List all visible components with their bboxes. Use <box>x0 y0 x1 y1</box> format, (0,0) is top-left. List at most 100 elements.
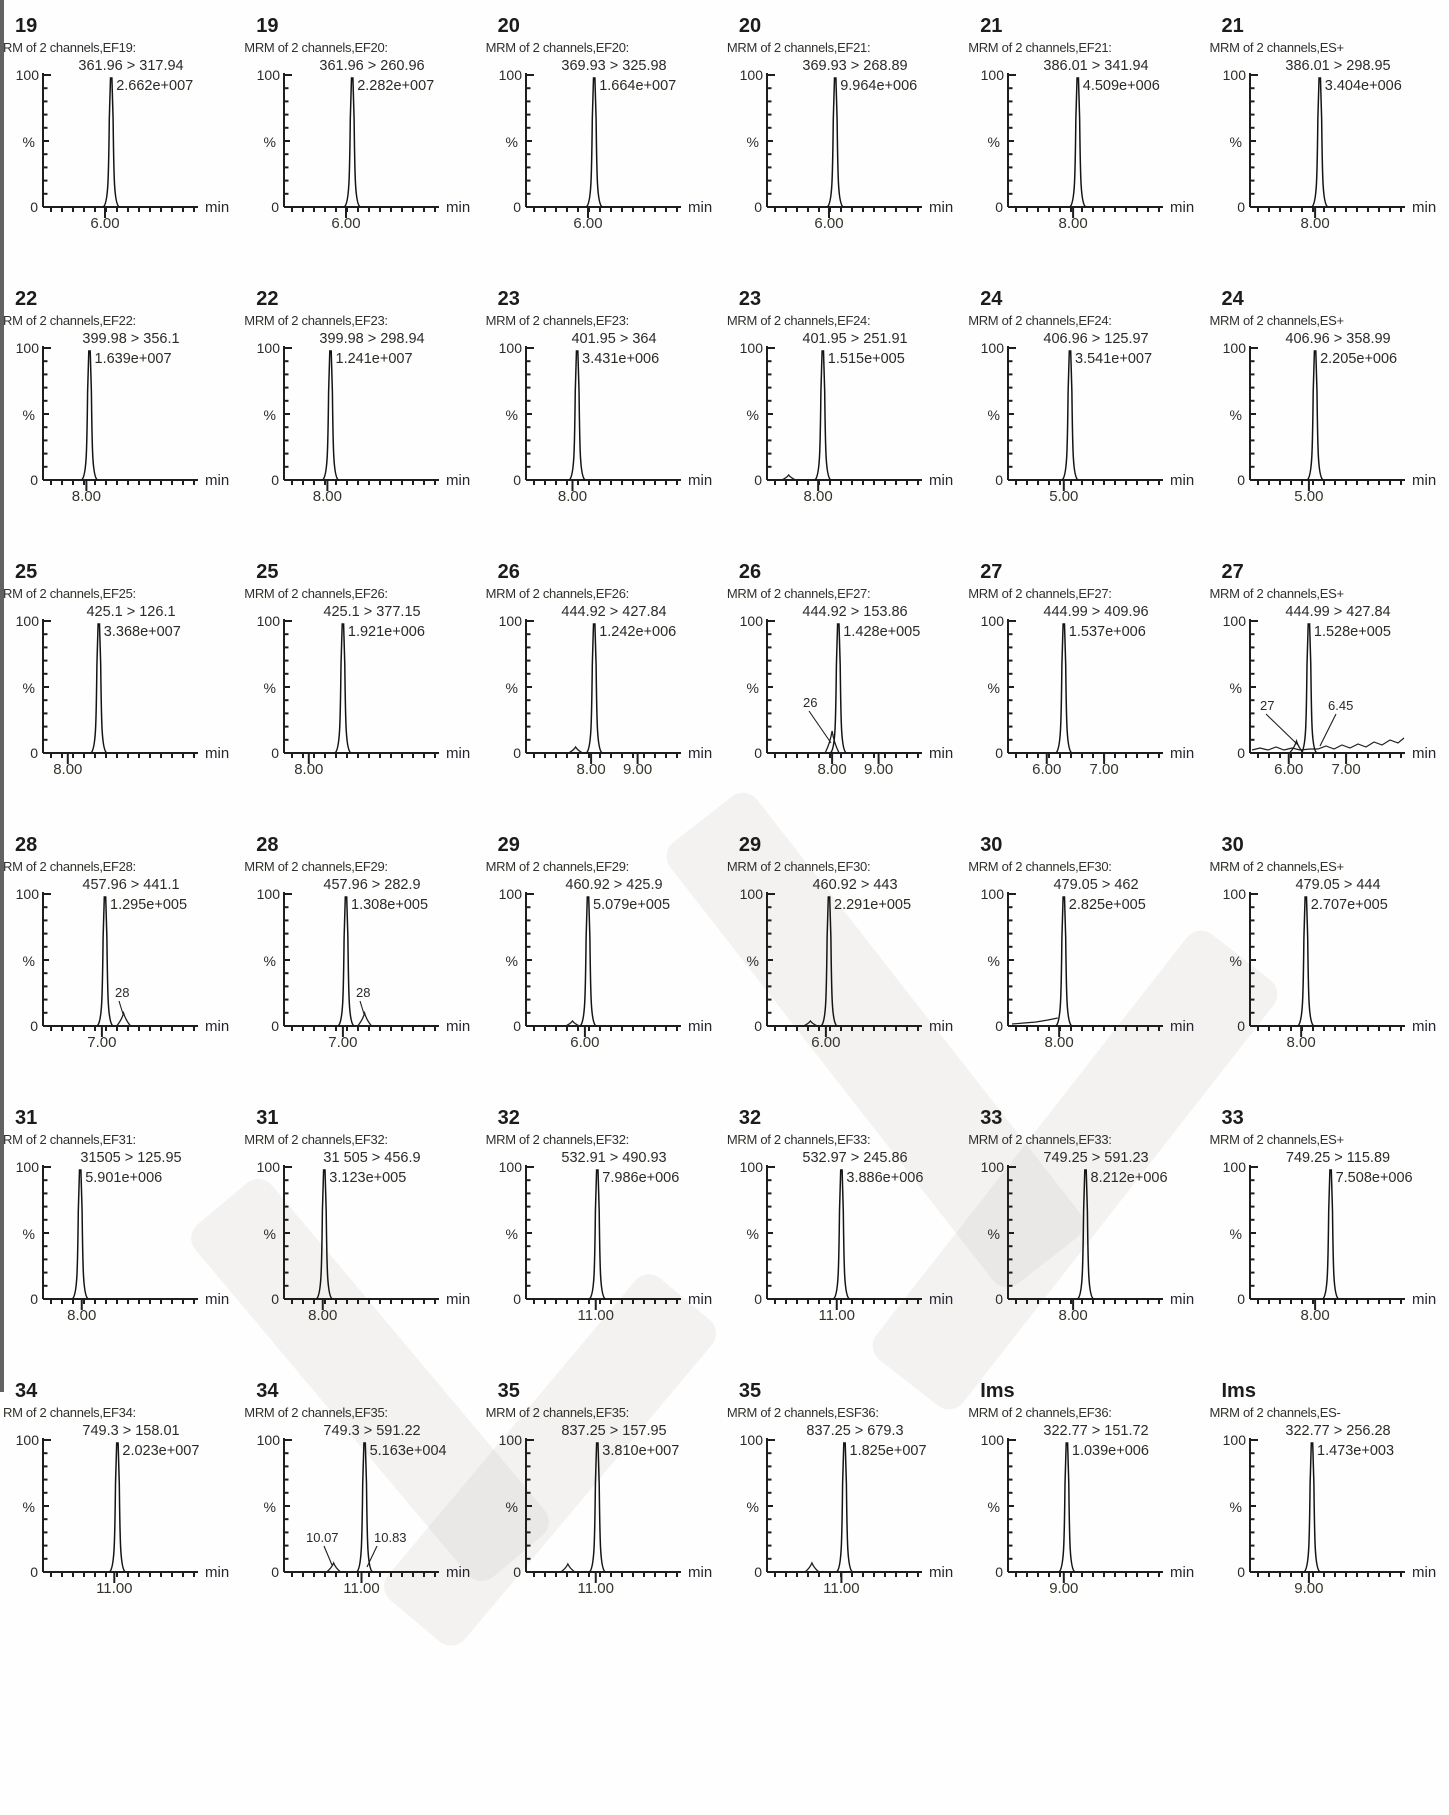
secondary-peak <box>326 1561 342 1573</box>
chromatogram-panel: 30 MRM of 2 channels,EF30: 479.05 > 462 2… <box>968 833 1207 1103</box>
y-axis-unit-label: % <box>1229 680 1241 696</box>
x-axis-unit-label: min <box>1412 1291 1436 1308</box>
y-max-label: 100 <box>257 886 281 902</box>
intensity-label: 2.291e+005 <box>834 897 911 913</box>
x-axis-unit-label: min <box>929 1291 953 1308</box>
chromatogram-plot: 444.99 > 427.84 1.528e+005 6.00 7.00 100% 0 mi… <box>1222 604 1436 778</box>
transition-label: 460.92 > 443 <box>812 877 897 893</box>
annotation-pointer-line <box>808 710 832 744</box>
secondary-peak <box>560 1562 575 1573</box>
x-axis-unit-label: min <box>1412 745 1436 762</box>
x-axis-unit-label: min <box>929 745 953 762</box>
peak-curve <box>585 77 603 208</box>
axes <box>765 1438 922 1583</box>
x-tick-label: 8.00 <box>803 488 832 505</box>
peak-annotation-label: 27 <box>1260 698 1274 713</box>
y-max-label: 100 <box>498 67 522 83</box>
y-max-label: 100 <box>1222 613 1246 629</box>
axes <box>283 73 440 218</box>
y-max-label: 100 <box>981 1159 1005 1175</box>
chromatogram-plot: 749.3 > 158.01 2.023e+007 11.00 100% 0 min <box>16 1423 230 1597</box>
y-min-label: 0 <box>995 745 1003 761</box>
y-min-label: 0 <box>1237 472 1245 488</box>
channel-header-text: MRM of 2 channels,EF32: <box>485 1132 630 1147</box>
x-axis-unit-label: min <box>446 745 470 762</box>
transition-label: 837.25 > 679.3 <box>806 1423 903 1439</box>
secondary-peak <box>567 745 583 754</box>
y-min-label: 0 <box>995 1018 1003 1034</box>
channel-header-text: MRM of 2 channels,ES+ <box>1209 859 1345 874</box>
y-min-label: 0 <box>513 745 521 761</box>
intensity-label: 1.639e+007 <box>95 351 172 367</box>
intensity-label: 2.023e+007 <box>122 1443 199 1459</box>
x-axis-unit-label: min <box>688 199 712 216</box>
axes <box>42 1438 198 1583</box>
axes <box>524 346 681 491</box>
scan-edge-artifact <box>0 0 4 1392</box>
intensity-label: 1.295e+005 <box>110 897 187 913</box>
chromatogram-plot: 401.95 > 364 3.431e+006 8.00 100% 0 min <box>498 331 712 505</box>
peak-curve <box>1069 77 1087 208</box>
channel-header-text: MRM of 2 channels,EF30: <box>968 859 1112 874</box>
x-tick-label: 8.00 <box>1286 1034 1315 1051</box>
x-tick-label: 11.00 <box>96 1580 132 1597</box>
compound-number-label: 21 <box>1221 15 1244 37</box>
y-axis-unit-label: % <box>23 1226 35 1242</box>
annotation-pointer-line <box>1265 713 1298 746</box>
y-axis-unit-label: % <box>988 953 1000 969</box>
y-axis-unit-label: % <box>264 680 276 696</box>
x-axis-unit-label: min <box>205 1291 229 1308</box>
x-tick-label: 6.00 <box>570 1034 599 1051</box>
y-max-label: 100 <box>257 1159 281 1175</box>
intensity-label: 1.921e+006 <box>348 624 425 640</box>
peak-curve <box>1061 350 1079 481</box>
compound-number-label: 32 <box>738 1107 762 1129</box>
peak-annotation-label: 10.83 <box>374 1530 407 1545</box>
y-max-label: 100 <box>257 613 281 629</box>
secondary-peak <box>804 1561 820 1573</box>
x-axis-unit-label: min <box>205 1564 229 1581</box>
y-max-label: 100 <box>16 1432 40 1448</box>
chromatogram-plot: 425.1 > 377.15 1.921e+006 8.00 100% 0 min <box>257 604 471 778</box>
channel-header-text: RM of 2 channels,EF34: <box>3 1405 136 1420</box>
y-max-label: 100 <box>740 613 764 629</box>
x-tick-label: 9.00 <box>864 761 893 778</box>
y-min-label: 0 <box>754 745 762 761</box>
peak-curve <box>832 1169 850 1300</box>
axes <box>524 892 681 1037</box>
x-axis-unit-label: min <box>1170 1018 1194 1035</box>
chromatogram-panel: 31 RM of 2 channels,EF31: 31505 > 125.95… <box>3 1106 242 1376</box>
x-tick-label: 8.00 <box>67 1307 96 1324</box>
transition-label: 425.1 > 377.15 <box>324 604 421 620</box>
y-min-label: 0 <box>513 472 521 488</box>
intensity-label: 1.473e+003 <box>1317 1443 1394 1459</box>
peak-curve <box>585 623 603 754</box>
y-axis-unit-label: % <box>746 953 758 969</box>
channel-header-text: MRM of 2 channels,EF29: <box>485 859 630 874</box>
chromatogram-panel: 23 MRM of 2 channels,EF24: 401.95 > 251.… <box>727 287 966 557</box>
x-tick-label: 8.00 <box>1300 215 1329 232</box>
y-axis-unit-label: % <box>264 1499 276 1515</box>
channel-header-text: MRM of 2 channels,ES+ <box>1209 40 1345 55</box>
noise-trace <box>1251 737 1404 751</box>
x-tick-label: 8.00 <box>72 488 101 505</box>
axes <box>524 1438 681 1583</box>
peak-curve <box>814 350 832 481</box>
chromatogram-plot: 444.92 > 153.86 1.428e+005 8.00 9.00 100% 0 mi… <box>740 604 954 778</box>
channel-header-text: MRM of 2 channels,EF20: <box>485 40 630 55</box>
compound-number-label: 34 <box>256 1380 279 1402</box>
axes <box>1248 1165 1405 1310</box>
x-tick-label: 8.00 <box>557 488 586 505</box>
chromatogram-panel: 29 MRM of 2 channels,EF29: 460.92 > 425.… <box>486 833 725 1103</box>
y-axis-unit-label: % <box>23 407 35 423</box>
peak-curve <box>1077 1169 1095 1300</box>
compound-number-label: 35 <box>738 1380 762 1402</box>
intensity-label: 3.886e+006 <box>846 1170 923 1186</box>
x-axis-unit-label: min <box>1170 745 1194 762</box>
x-axis-unit-label: min <box>205 1018 229 1035</box>
compound-number-label: 19 <box>256 15 279 37</box>
peak-curve <box>579 896 597 1027</box>
x-tick-label: 8.00 <box>817 761 846 778</box>
y-axis-unit-label: % <box>505 134 517 150</box>
y-axis-unit-label: % <box>505 680 517 696</box>
